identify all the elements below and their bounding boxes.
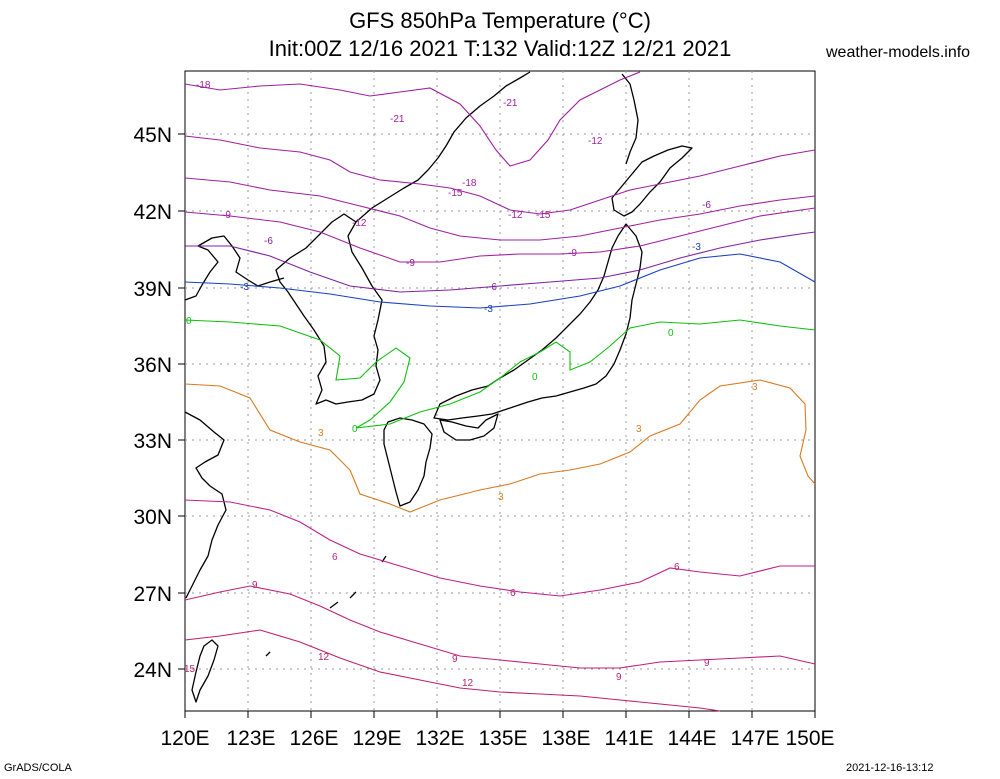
contour-label: 12 — [318, 652, 330, 663]
contour-label: -9 — [406, 258, 415, 269]
lat-label: 30N — [133, 506, 172, 529]
lon-labels: 120E 123E 126E 129E 132E 135E 138E 141E … — [160, 727, 834, 750]
contour-label: -18 — [196, 80, 211, 91]
contour-label: -9 — [568, 248, 577, 259]
contour-label: 6 — [510, 588, 516, 599]
coast-hokkaido — [611, 145, 693, 217]
coast-mainland-asia — [184, 411, 227, 599]
contour-plus12 — [184, 629, 721, 712]
contour-label: 0 — [532, 372, 538, 383]
grid — [185, 71, 815, 711]
coast-korea — [275, 213, 383, 405]
coast-china-north — [184, 235, 285, 301]
coast-shikoku — [439, 413, 499, 441]
lat-label: 24N — [133, 659, 172, 682]
credit-timestamp: 2021-12-16-13:12 — [846, 762, 934, 774]
chart-subtitle: Init:00Z 12/16 2021 T:132 Valid:12Z 12/2… — [268, 36, 732, 61]
contour-minus9 — [184, 207, 816, 263]
contour-label: 12 — [462, 678, 474, 689]
contour-zero — [184, 319, 816, 429]
contour-label: -6 — [488, 282, 497, 293]
contour-label: 6 — [332, 552, 338, 563]
lat-label: 36N — [133, 354, 172, 377]
plot-frame — [184, 70, 816, 712]
lon-label: 147E — [730, 727, 779, 750]
contour-minus3 — [184, 253, 816, 309]
contour-label: 9 — [452, 654, 458, 665]
lon-label: 135E — [478, 727, 527, 750]
lon-label: 120E — [160, 727, 209, 750]
chart-title: GFS 850hPa Temperature (°C) — [349, 8, 651, 33]
contour-label: 3 — [498, 492, 504, 503]
lat-label: 33N — [133, 430, 172, 453]
contour-label: 0 — [352, 424, 358, 435]
lon-label: 144E — [667, 727, 716, 750]
contour-label: 9 — [704, 658, 710, 669]
contour-label: -21 — [390, 114, 405, 125]
contour-label: -18 — [462, 178, 477, 189]
coast-islands-ryukyu — [265, 555, 387, 657]
coast-taiwan — [191, 639, 219, 703]
contour-label: -12 — [588, 136, 603, 147]
contour-label: 9 — [252, 580, 258, 591]
lon-label: 150E — [785, 727, 834, 750]
contour-label: 3 — [752, 382, 758, 393]
lon-label: 126E — [289, 727, 338, 750]
lat-labels: 45N 42N 39N 36N 33N 30N 27N 24N — [133, 124, 172, 682]
credit-left: GrADS/COLA — [4, 762, 72, 774]
contour-label: 0 — [186, 316, 192, 327]
lon-label: 138E — [541, 727, 590, 750]
contour-label: 3 — [636, 424, 642, 435]
contour-label: -3 — [692, 242, 701, 253]
lon-label: 123E — [226, 727, 275, 750]
contour-minus12 — [184, 177, 816, 241]
axis-ticks — [178, 133, 816, 718]
contour-minus18 — [184, 71, 641, 167]
contour-label: -15 — [448, 188, 463, 199]
contour-plus9 — [184, 585, 816, 669]
lat-label: 39N — [133, 278, 172, 301]
contour-label: -12 — [352, 218, 367, 229]
contour-label: -9 — [222, 210, 231, 221]
contour-label: -21 — [503, 98, 518, 109]
lon-label: 141E — [604, 727, 653, 750]
contour-label: -3 — [484, 304, 493, 315]
contour-plus3 — [184, 379, 816, 513]
site-name: weather-models.info — [826, 44, 971, 61]
lon-label: 132E — [415, 727, 464, 750]
contour-minus6 — [185, 231, 816, 293]
coast-russia-far-east — [355, 71, 531, 223]
coast-sakhalin — [621, 73, 639, 165]
lat-label: 45N — [133, 124, 172, 147]
lon-label: 129E — [352, 727, 401, 750]
contour-label: 15 — [184, 664, 196, 675]
contour-label: -3 — [240, 282, 249, 293]
temperature-contours — [184, 71, 816, 712]
coast-kyushu — [383, 417, 433, 507]
contour-label: -6 — [264, 236, 273, 247]
contour-label: 6 — [674, 562, 680, 573]
contour-label: 3 — [318, 428, 324, 439]
contour-minus15 — [184, 135, 816, 215]
lat-label: 42N — [133, 201, 172, 224]
contour-label: 0 — [668, 328, 674, 339]
lat-label: 27N — [133, 583, 172, 606]
contour-labels: -18 -21 -21 -12 -18 -15 -9 -12 -12 -15 -… — [184, 80, 758, 689]
contour-label: -6 — [702, 200, 711, 211]
contour-label: -15 — [536, 210, 551, 221]
contour-label: -12 — [508, 210, 523, 221]
contour-plus6 — [184, 499, 815, 597]
contour-label: 9 — [616, 672, 622, 683]
